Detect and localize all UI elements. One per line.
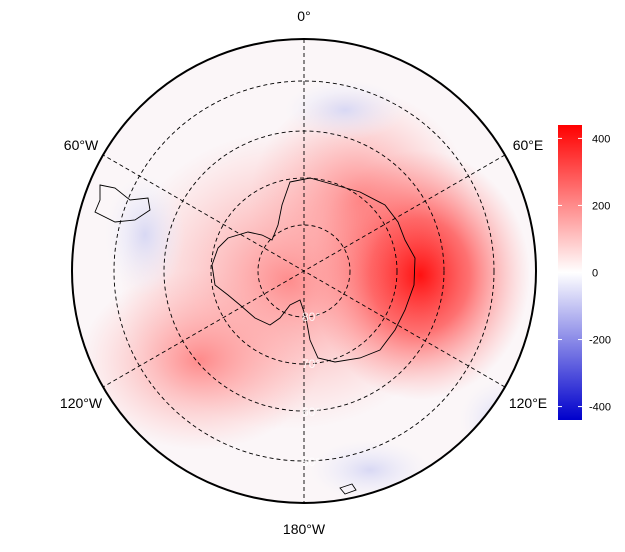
colorbar-tick-label: 400 bbox=[592, 133, 610, 145]
lon-label-120w: 120°W bbox=[60, 395, 103, 411]
map-boundary bbox=[71, 38, 537, 504]
graticule bbox=[102, 39, 506, 503]
latitude-circle bbox=[210, 177, 398, 365]
latitude-circle bbox=[113, 80, 495, 462]
colorbar-tick-label: 200 bbox=[592, 200, 610, 212]
anomaly-field bbox=[72, 39, 536, 503]
south-america-coastline bbox=[94, 184, 151, 223]
latitude-circle bbox=[257, 224, 351, 318]
island-coastline bbox=[339, 483, 357, 495]
antarctica-coastline bbox=[211, 177, 416, 363]
lon-label-60e: 60°E bbox=[513, 137, 544, 153]
lat-label-70: 70° bbox=[302, 357, 320, 371]
lon-label-0: 0° bbox=[297, 8, 310, 24]
colorbar-tick-label: 0 bbox=[592, 268, 598, 280]
meridian-line bbox=[102, 154, 506, 388]
lon-label-60w: 60°W bbox=[64, 137, 99, 153]
colorbar-ticks: 400 200 0 -200 -400 bbox=[558, 133, 611, 414]
lat-label-50: 50° bbox=[302, 455, 320, 469]
lon-label-120e: 120°E bbox=[509, 395, 547, 411]
lon-label-180: 180°W bbox=[283, 521, 326, 537]
colorbar-tick-label: -400 bbox=[589, 402, 611, 414]
lat-label-60: 60° bbox=[302, 405, 320, 419]
lat-label-80: 80° bbox=[302, 310, 320, 324]
colorbar-tick-label: -200 bbox=[589, 335, 611, 347]
